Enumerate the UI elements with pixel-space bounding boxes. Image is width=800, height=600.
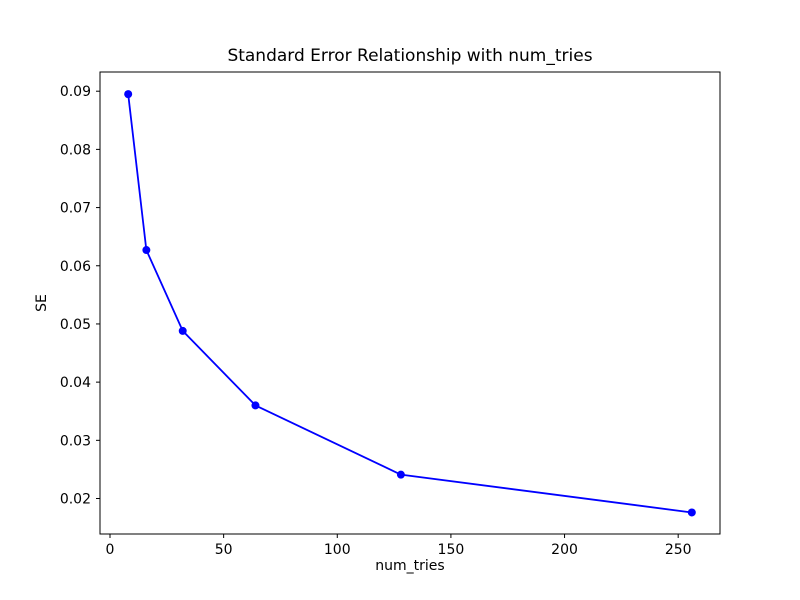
y-tick-label: 0.06 <box>60 259 91 275</box>
y-tick-label: 0.05 <box>60 317 91 333</box>
data-point-marker <box>687 508 696 517</box>
x-tick-label: 250 <box>665 542 692 558</box>
axes-spines <box>99 71 721 535</box>
y-axis-label: SE <box>34 294 50 312</box>
data-point-marker <box>251 401 260 410</box>
plot-area: 0 50 100 150 200 250 0.02 0.03 0.04 0.05 0.06 0.07 0… <box>60 71 721 558</box>
y-tick-label: 0.04 <box>60 375 91 391</box>
data-point-marker <box>178 326 187 335</box>
y-tick-label: 0.03 <box>60 433 91 449</box>
x-tick-label: 50 <box>215 542 233 558</box>
x-axis-label: num_tries <box>375 558 444 574</box>
y-tick-label: 0.07 <box>60 201 91 217</box>
y-tick-label: 0.08 <box>60 142 91 158</box>
y-tick-label: 0.09 <box>60 84 91 100</box>
data-point-marker <box>124 90 133 99</box>
x-tick-label: 100 <box>324 542 351 558</box>
y-tick-label: 0.02 <box>60 492 91 508</box>
x-tick-label: 150 <box>438 542 465 558</box>
x-tick-label: 200 <box>551 542 578 558</box>
se-line <box>127 94 692 514</box>
data-point-marker <box>142 246 151 255</box>
x-tick-label: 0 <box>106 542 115 558</box>
data-point-marker <box>396 470 405 479</box>
chart-title: Standard Error Relationship with num_tri… <box>227 46 592 66</box>
